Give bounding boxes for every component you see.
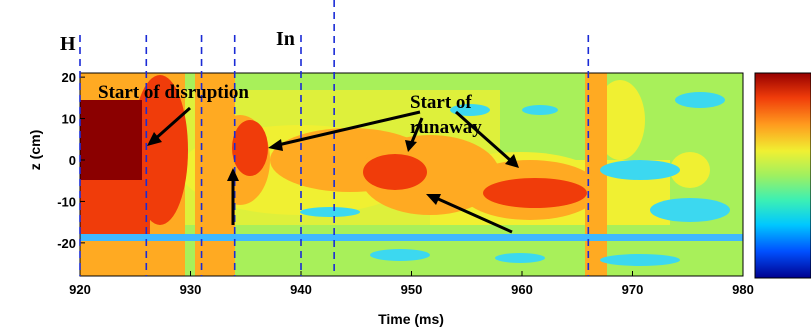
y-tick-label: 0	[69, 153, 76, 168]
x-axis-ticks: 920 930 940 950 960 970 980	[69, 271, 754, 297]
y-axis-label: z (cm)	[27, 130, 43, 170]
vertical-markers	[79, 0, 590, 276]
heatmap-yellow-blob	[595, 80, 645, 160]
annotation-runaway: runaway	[410, 117, 482, 138]
x-tick-label: 980	[732, 282, 754, 297]
arrow-disruption-head	[147, 132, 162, 146]
y-axis-ticks: 20 10 0 -10 -20	[57, 70, 85, 251]
annotation-start-of-disruption: Start of disruption	[98, 82, 249, 103]
marker-label-in: In	[276, 28, 295, 50]
marker-label-h: H	[60, 33, 76, 55]
y-tick-label: -10	[57, 194, 76, 209]
heatmap-speck	[600, 160, 680, 180]
heatmap-speck	[300, 207, 360, 217]
x-tick-label: 970	[622, 282, 644, 297]
heatmap-speck	[370, 249, 430, 261]
heatmap-speck	[522, 105, 558, 115]
x-axis-label: Time (ms)	[378, 311, 444, 327]
heatmap-speck	[495, 253, 545, 263]
x-tick-label: 960	[511, 282, 533, 297]
heatmap-red-blob	[232, 120, 268, 176]
heatmap-cyan-specks	[80, 92, 743, 266]
arrow-runaway-2	[410, 117, 424, 143]
arrow-disruption	[153, 106, 191, 142]
arrow-runaway-3-head	[505, 154, 519, 168]
heatmap-yellow-blob	[670, 152, 710, 188]
x-tick-label: 950	[401, 282, 423, 297]
heatmap-red-blob	[363, 154, 427, 190]
arrow-runaway-1-head	[268, 139, 283, 151]
annotation-arrows	[147, 106, 519, 234]
annotation-start-of: Start of	[410, 92, 472, 113]
arrow-runaway-4	[435, 196, 513, 234]
heatmap-speck	[600, 254, 680, 266]
heatmap-blue-band	[80, 234, 743, 241]
x-tick-label: 930	[180, 282, 202, 297]
heatmap-speck	[675, 92, 725, 108]
colorbar	[754, 72, 811, 279]
heatmap-speck	[650, 198, 730, 222]
heatmap-red-blob	[483, 178, 587, 208]
arrow-runaway-3	[455, 110, 511, 162]
y-tick-label: 20	[62, 70, 76, 85]
arrow-runaway-2-head	[405, 140, 417, 152]
arrow-runaway-1	[277, 110, 421, 147]
arrow-disruption-2-head	[227, 168, 239, 181]
y-tick-label: 10	[62, 112, 76, 127]
heatmap-dark-red-region	[80, 100, 142, 180]
heatmap-area	[80, 73, 743, 276]
heatmap-speck	[450, 104, 490, 116]
x-tick-label: 920	[69, 282, 91, 297]
arrow-runaway-4-head	[426, 194, 441, 205]
heatmap-orange-column	[585, 73, 607, 276]
x-tick-label: 940	[290, 282, 312, 297]
y-tick-label: -20	[57, 236, 76, 251]
